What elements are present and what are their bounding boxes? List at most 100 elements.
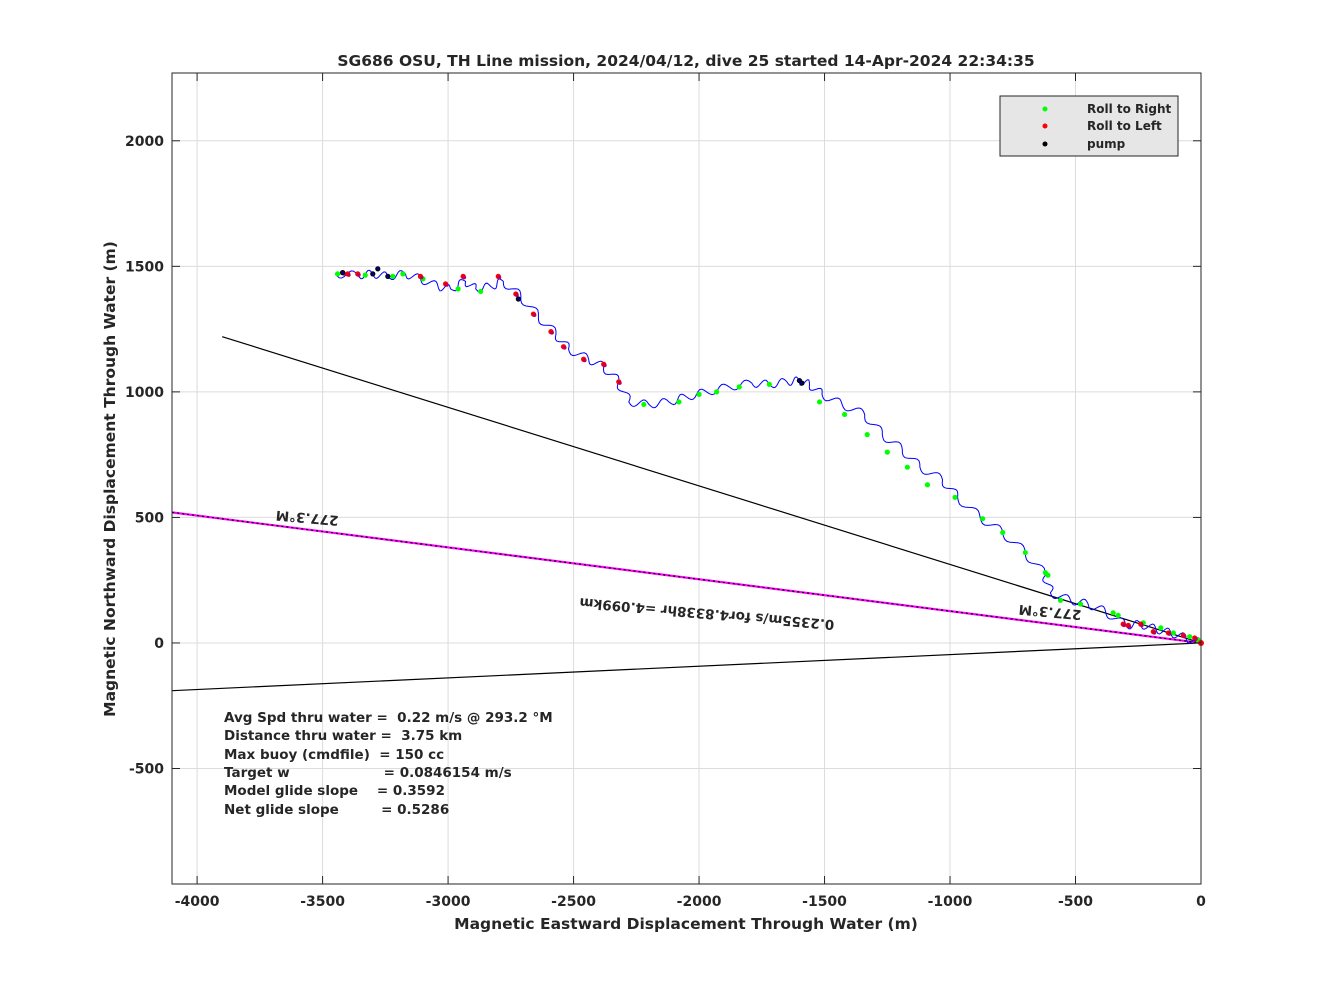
stats-avg-speed: Avg Spd thru water = 0.22 m/s @ 293.2 °M xyxy=(224,710,553,726)
ticks: -4000 -3500 -3000 -2500 -2000 -1500 -1000 -500 0… xyxy=(125,73,1206,910)
roll-left-marker-shade xyxy=(1122,623,1127,628)
roll-right-marker xyxy=(980,516,986,522)
roll-left-marker-shade xyxy=(532,313,537,318)
x-tick-label: -1500 xyxy=(802,894,847,910)
reference-line xyxy=(171,642,1202,692)
x-tick-label: -3500 xyxy=(300,894,345,910)
roll-right-marker xyxy=(400,271,406,277)
roll-left-marker-shade xyxy=(346,272,351,277)
roll-left-marker-shade xyxy=(419,275,424,280)
pump-marker-core xyxy=(516,297,520,301)
roll-right-marker xyxy=(455,286,461,292)
roll-right-marker xyxy=(714,389,720,395)
roll-left-marker-shade xyxy=(462,275,467,280)
x-tick-label: 0 xyxy=(1196,894,1206,910)
x-tick-label: -2000 xyxy=(677,894,722,910)
x-tick-label: -2500 xyxy=(551,894,596,910)
x-tick-label: -4000 xyxy=(175,894,220,910)
glider-track xyxy=(334,269,1202,644)
pump-marker-core xyxy=(341,271,345,275)
y-tick-label: 500 xyxy=(135,510,164,526)
roll-right-marker xyxy=(362,272,368,278)
roll-left-marker-shade xyxy=(582,358,587,363)
legend: Roll to Right Roll to Left pump xyxy=(999,95,1179,157)
y-tick-label: 1500 xyxy=(125,259,164,275)
pump-marker-core xyxy=(386,274,390,278)
roll-left-marker-shade xyxy=(356,272,361,277)
stats-max-buoy: Max buoy (cmdfile) = 150 cc xyxy=(224,747,444,763)
legend-marker-pump xyxy=(1042,141,1048,147)
roll-right-marker xyxy=(952,494,958,500)
roll-right-marker xyxy=(1042,570,1048,576)
stats-distance: Distance thru water = 3.75 km xyxy=(224,728,462,744)
legend-label-roll-left: Roll to Left xyxy=(1087,119,1162,133)
stats-block: Avg Spd thru water = 0.22 m/s @ 293.2 °M… xyxy=(224,710,553,818)
roll-right-marker xyxy=(842,411,848,418)
roll-right-marker xyxy=(696,391,702,397)
legend-label-roll-right: Roll to Right xyxy=(1087,102,1172,116)
roll-right-marker xyxy=(1187,634,1193,640)
x-tick-label: -1000 xyxy=(928,894,973,910)
reference-lines xyxy=(171,336,1202,692)
roll-right-marker xyxy=(390,273,396,279)
pump-marker-core xyxy=(371,272,375,276)
markers xyxy=(335,266,1204,646)
y-tick-label: 0 xyxy=(154,636,164,652)
x-tick-label: -500 xyxy=(1058,894,1093,910)
pump-marker-core xyxy=(800,381,804,385)
chart-title: SG686 OSU, TH Line mission, 2024/04/12, … xyxy=(337,52,1034,70)
roll-right-marker xyxy=(1000,529,1006,536)
roll-left-marker-shade xyxy=(1167,631,1172,636)
roll-left-marker-shade xyxy=(562,345,567,350)
roll-right-marker xyxy=(816,399,823,405)
x-tick-label: -3000 xyxy=(426,894,471,910)
roll-left-marker-shade xyxy=(497,275,502,280)
roll-left-marker-shade xyxy=(1127,624,1132,629)
legend-marker-roll-left xyxy=(1042,123,1048,129)
roll-right-marker xyxy=(1022,549,1028,556)
reference-line xyxy=(222,336,1202,644)
roll-left-marker-shade xyxy=(602,363,607,368)
roll-left-marker-shade xyxy=(444,282,449,287)
roll-right-marker xyxy=(1115,612,1121,618)
plot-frame xyxy=(171,72,1202,885)
stats-target-w: Target w = 0.0846154 m/s xyxy=(224,765,512,781)
stats-net-glide-slope: Net glide slope = 0.5286 xyxy=(224,802,449,818)
roll-right-marker xyxy=(676,399,682,405)
pump-marker-core xyxy=(376,267,380,271)
reference-line xyxy=(171,511,1202,645)
roll-right-marker xyxy=(1170,630,1176,636)
y-tick-label: 1000 xyxy=(125,385,164,401)
plot-area-background xyxy=(172,73,1201,884)
y-tick-label: -500 xyxy=(129,762,164,778)
roll-right-marker xyxy=(1057,597,1064,603)
roll-left-marker-shade xyxy=(617,380,622,385)
roll-right-marker xyxy=(904,464,910,470)
roll-right-marker xyxy=(766,381,772,387)
legend-marker-roll-right xyxy=(1042,106,1048,112)
roll-right-marker xyxy=(1110,610,1116,616)
x-axis-label: Magnetic Eastward Displacement Through W… xyxy=(454,915,918,933)
legend-box xyxy=(999,95,1179,157)
y-tick-label: 2000 xyxy=(125,134,164,150)
roll-right-marker xyxy=(1158,625,1164,631)
stats-model-glide-slope: Model glide slope = 0.3592 xyxy=(224,783,445,799)
roll-right-marker xyxy=(736,384,742,390)
roll-left-marker-shade xyxy=(1139,623,1144,628)
roll-left-marker-shade xyxy=(549,330,554,335)
roll-left-marker-shade xyxy=(1193,636,1198,641)
roll-right-marker xyxy=(1077,601,1084,607)
roll-right-marker xyxy=(478,288,484,295)
legend-label-pump: pump xyxy=(1087,137,1126,151)
roll-right-marker xyxy=(641,401,647,408)
line-annotation: 277.3°M xyxy=(275,507,339,528)
roll-left-marker-shade xyxy=(1182,634,1187,639)
roll-right-marker xyxy=(884,449,890,455)
roll-left-marker-shade xyxy=(514,292,519,297)
track xyxy=(334,269,1202,644)
line-annotation: 277.3°M xyxy=(1018,601,1082,622)
roll-left-marker-shade xyxy=(1152,630,1157,635)
roll-right-marker xyxy=(924,482,931,488)
roll-right-marker xyxy=(864,431,870,438)
